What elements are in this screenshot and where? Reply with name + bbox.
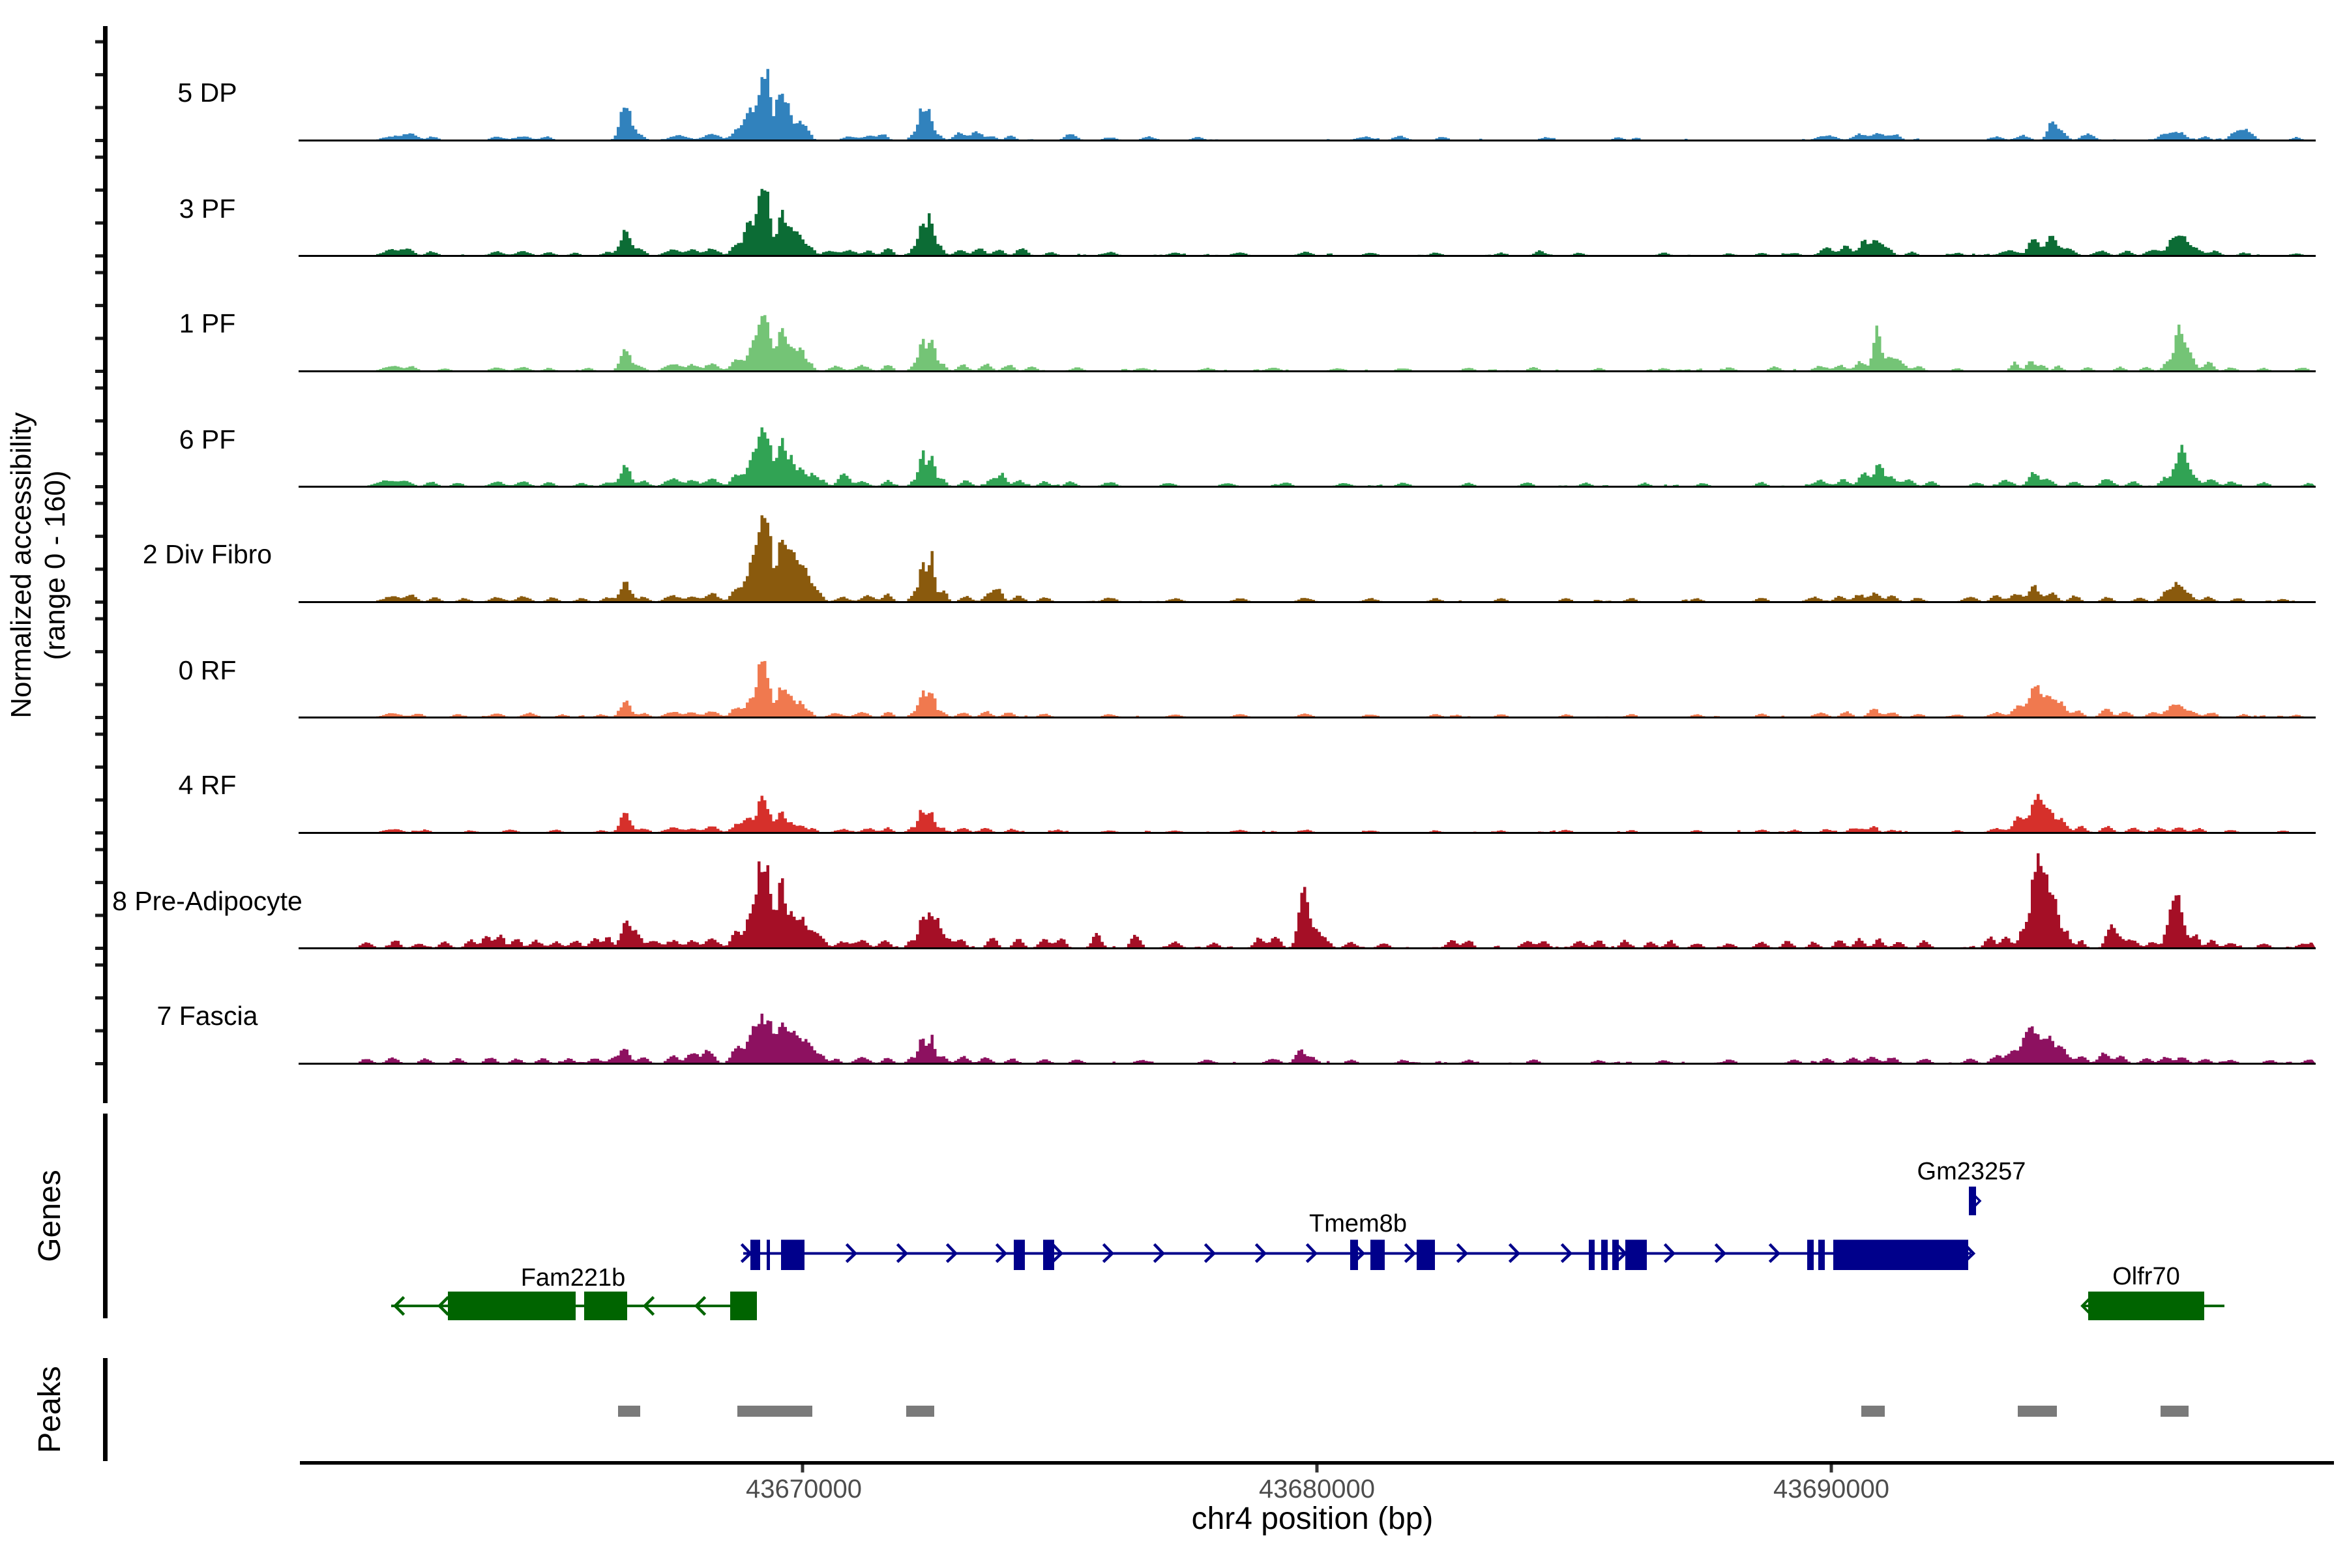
svg-text:Normalized accessibility: Normalized accessibility: [5, 412, 37, 718]
svg-text:Genes: Genes: [33, 1170, 67, 1262]
svg-text:5 DP: 5 DP: [177, 78, 237, 108]
svg-text:Fam221b: Fam221b: [521, 1264, 626, 1292]
svg-text:Gm23257: Gm23257: [1917, 1158, 2026, 1185]
svg-text:2 Div Fibro: 2 Div Fibro: [143, 539, 272, 569]
svg-text:1 PF: 1 PF: [179, 308, 236, 338]
svg-text:Olfr70: Olfr70: [2112, 1263, 2179, 1290]
svg-text:8 Pre-Adipocyte: 8 Pre-Adipocyte: [112, 886, 303, 916]
svg-text:7 Fascia: 7 Fascia: [157, 1001, 258, 1031]
svg-text:3 PF: 3 PF: [179, 194, 236, 224]
svg-text:43690000: 43690000: [1773, 1475, 1889, 1503]
svg-text:43680000: 43680000: [1259, 1475, 1375, 1503]
svg-text:Peaks: Peaks: [33, 1366, 67, 1453]
svg-text:Tmem8b: Tmem8b: [1309, 1210, 1407, 1237]
svg-text:6 PF: 6 PF: [179, 424, 236, 454]
svg-text:chr4 position (bp): chr4 position (bp): [1192, 1501, 1434, 1536]
svg-text:4 RF: 4 RF: [179, 770, 237, 800]
svg-text:(range 0 - 160): (range 0 - 160): [39, 470, 71, 660]
svg-text:0 RF: 0 RF: [179, 655, 237, 685]
svg-text:43670000: 43670000: [746, 1475, 862, 1503]
